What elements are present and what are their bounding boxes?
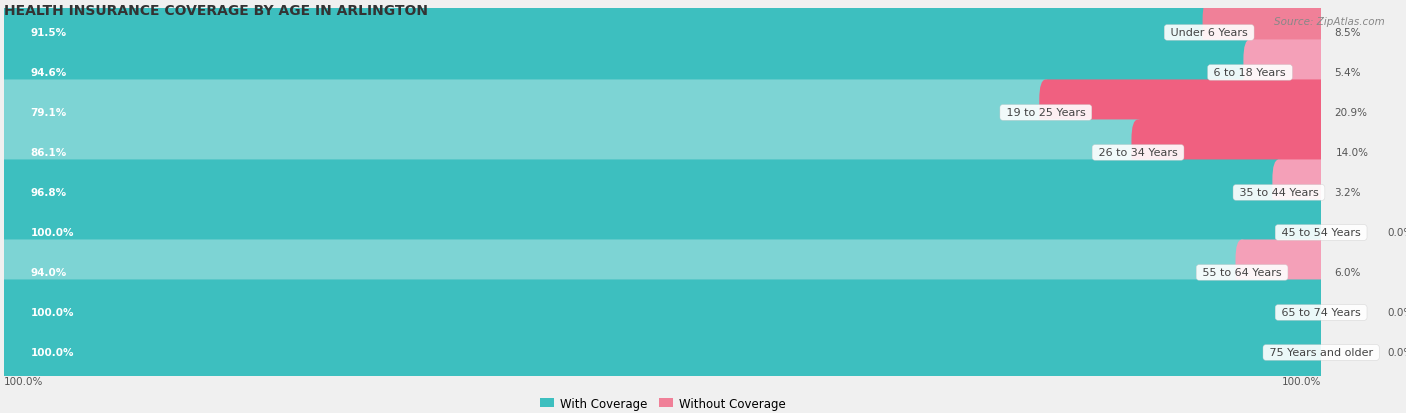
Text: 20.9%: 20.9%	[1334, 108, 1367, 118]
Text: 94.0%: 94.0%	[31, 268, 66, 278]
FancyBboxPatch shape	[1272, 160, 1327, 226]
Text: Under 6 Years: Under 6 Years	[1167, 28, 1251, 38]
Bar	[4, 133, 1322, 173]
FancyBboxPatch shape	[1132, 120, 1329, 186]
Text: 94.6%: 94.6%	[31, 68, 66, 78]
Bar	[4, 13, 1322, 53]
Bar	[4, 332, 1322, 373]
FancyBboxPatch shape	[0, 160, 1285, 226]
Text: 55 to 64 Years: 55 to 64 Years	[1199, 268, 1285, 278]
Text: 100.0%: 100.0%	[31, 228, 75, 238]
Text: 65 to 74 Years: 65 to 74 Years	[1278, 308, 1364, 318]
Bar	[4, 213, 1322, 253]
Text: HEALTH INSURANCE COVERAGE BY AGE IN ARLINGTON: HEALTH INSURANCE COVERAGE BY AGE IN ARLI…	[4, 5, 429, 19]
Text: 6 to 18 Years: 6 to 18 Years	[1211, 68, 1289, 78]
Text: 79.1%: 79.1%	[31, 108, 66, 118]
Text: 100.0%: 100.0%	[1282, 377, 1322, 387]
Text: 14.0%: 14.0%	[1336, 148, 1368, 158]
FancyBboxPatch shape	[0, 80, 1053, 146]
Text: 35 to 44 Years: 35 to 44 Years	[1236, 188, 1322, 198]
Text: 45 to 54 Years: 45 to 54 Years	[1278, 228, 1364, 238]
Text: 100.0%: 100.0%	[31, 308, 75, 318]
Bar	[4, 293, 1322, 332]
FancyBboxPatch shape	[0, 120, 1144, 186]
Text: 3.2%: 3.2%	[1334, 188, 1361, 198]
Text: 19 to 25 Years: 19 to 25 Years	[1002, 108, 1090, 118]
FancyBboxPatch shape	[1243, 40, 1327, 106]
Text: 86.1%: 86.1%	[31, 148, 66, 158]
Text: 0.0%: 0.0%	[1386, 228, 1406, 238]
Text: 0.0%: 0.0%	[1386, 308, 1406, 318]
Text: 26 to 34 Years: 26 to 34 Years	[1095, 148, 1181, 158]
Bar	[4, 253, 1322, 293]
FancyBboxPatch shape	[1039, 80, 1327, 146]
FancyBboxPatch shape	[0, 200, 1327, 266]
Text: 5.4%: 5.4%	[1334, 68, 1361, 78]
FancyBboxPatch shape	[0, 320, 1327, 386]
FancyBboxPatch shape	[0, 40, 1257, 106]
FancyBboxPatch shape	[0, 240, 1249, 306]
FancyBboxPatch shape	[0, 280, 1327, 346]
Text: 100.0%: 100.0%	[31, 348, 75, 358]
Text: 6.0%: 6.0%	[1334, 268, 1361, 278]
Text: 100.0%: 100.0%	[4, 377, 44, 387]
Text: 0.0%: 0.0%	[1386, 348, 1406, 358]
Bar	[4, 53, 1322, 93]
Bar	[4, 173, 1322, 213]
Text: 75 Years and older: 75 Years and older	[1265, 348, 1376, 358]
FancyBboxPatch shape	[0, 0, 1216, 66]
Text: 8.5%: 8.5%	[1334, 28, 1361, 38]
Bar	[4, 93, 1322, 133]
Text: Source: ZipAtlas.com: Source: ZipAtlas.com	[1274, 17, 1385, 26]
FancyBboxPatch shape	[1236, 240, 1327, 306]
Text: 91.5%: 91.5%	[31, 28, 66, 38]
Legend: With Coverage, Without Coverage: With Coverage, Without Coverage	[534, 392, 790, 413]
Text: 96.8%: 96.8%	[31, 188, 66, 198]
FancyBboxPatch shape	[1202, 0, 1327, 66]
